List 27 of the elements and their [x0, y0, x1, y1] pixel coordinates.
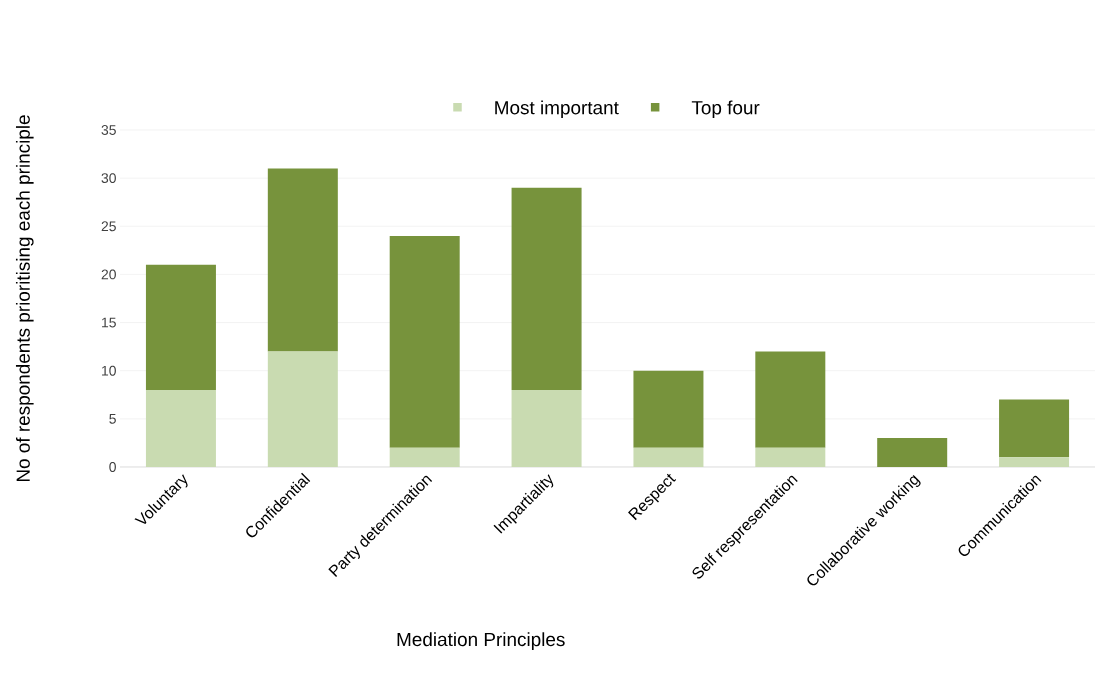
bar: [145, 264, 216, 390]
bar: [999, 457, 1070, 467]
bar: [389, 235, 460, 448]
y-axis-title: No of respondents prioritising each principle: [15, 115, 34, 482]
bar: [755, 351, 826, 448]
bar: [511, 389, 582, 467]
y-tick-label: 20: [101, 269, 116, 280]
y-tick-label: 25: [101, 221, 116, 232]
bar: [145, 389, 216, 467]
bar: [877, 438, 948, 467]
bar: [267, 351, 338, 467]
bar: [267, 168, 338, 352]
bar: [633, 370, 704, 448]
bar: [999, 399, 1070, 458]
x-axis-title: Mediation Principles: [397, 632, 565, 650]
y-tick-label: 10: [102, 365, 116, 376]
y-tick-label: 5: [109, 413, 116, 424]
y-tick-label: 15: [102, 317, 116, 328]
bar: [755, 447, 826, 467]
y-tick-label: 0: [109, 462, 116, 472]
legend-label: Most important: [495, 100, 619, 119]
bar: [511, 187, 582, 390]
y-tick-label: 30: [101, 173, 116, 184]
y-tick-label: 35: [101, 125, 116, 135]
bar: [389, 447, 460, 467]
legend-label: Top four: [691, 100, 760, 119]
bar: [633, 447, 704, 467]
